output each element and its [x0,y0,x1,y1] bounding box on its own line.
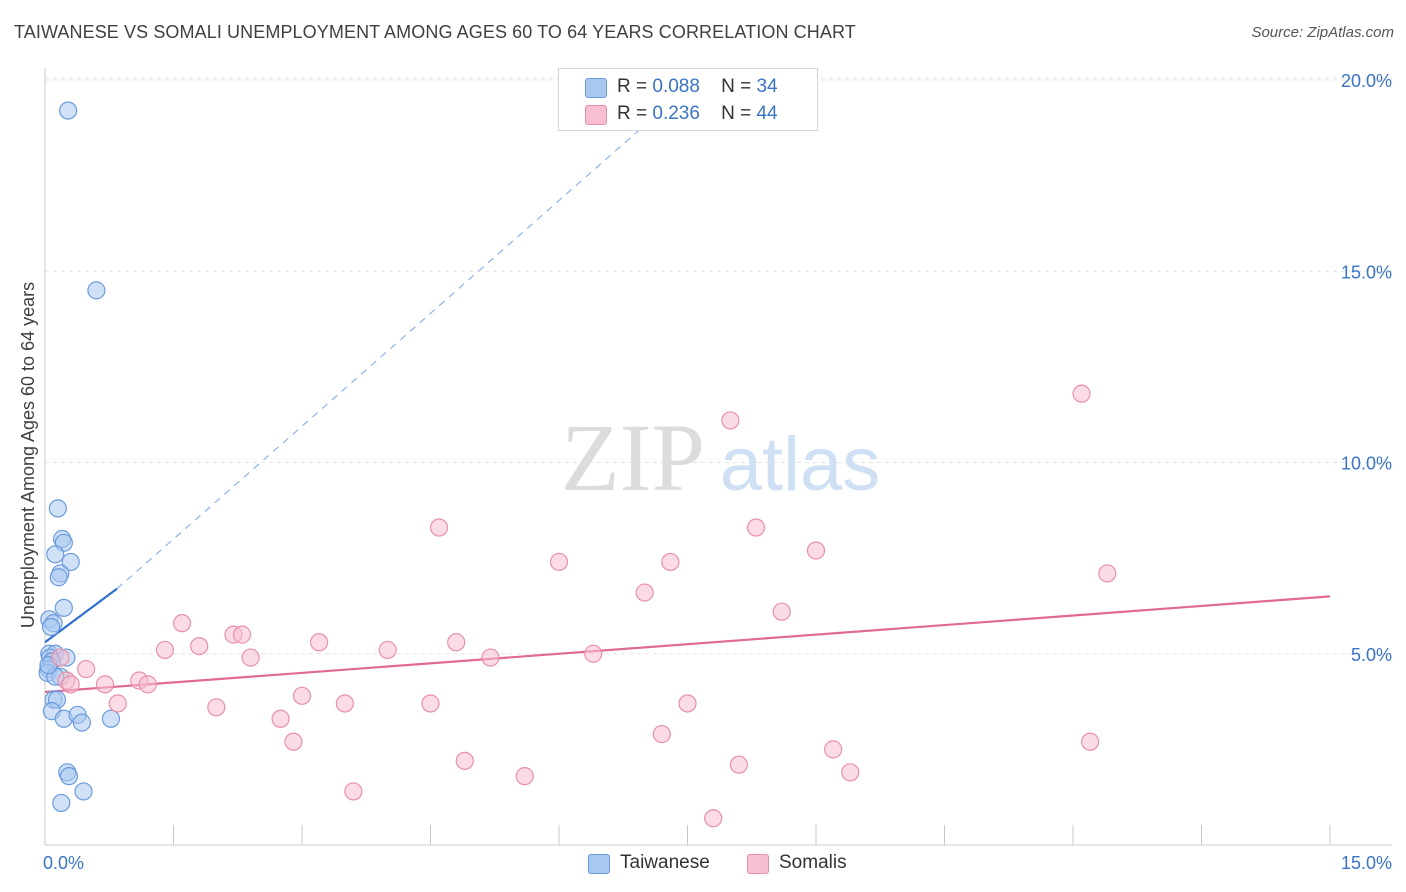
somalis-point [344,782,363,801]
somalis-point [61,675,80,694]
somalis-point [824,740,843,759]
x-tick-label: 0.0% [43,853,84,873]
somalis-label: Somalis [779,852,847,873]
somalis-point [421,694,440,713]
somalis-point [77,659,96,679]
taiwanese-point [46,545,65,564]
somalis-point [207,698,226,717]
somalis-point [310,633,329,652]
somalis-point [172,614,192,633]
y-tick-label: 10.0% [1341,454,1392,474]
somalis-point [841,763,860,782]
taiwanese-swatch [588,854,610,874]
y-tick-label: 20.0% [1341,71,1392,91]
somalis-point [584,644,603,663]
somalis-point [190,636,209,656]
somalis-point [138,675,157,694]
taiwanese-point [72,713,91,732]
y-tick-label: 5.0% [1351,645,1392,665]
somalis-point [284,732,303,751]
legend-n-value: 44 [756,103,778,124]
legend-r-value: 0.088 [652,76,700,97]
somalis-point [335,694,354,713]
taiwanese-point [74,782,93,801]
legend-r-label: R = [617,76,648,97]
taiwanese-point [59,101,78,120]
somalis-point [292,686,312,705]
taiwanese-point [49,568,68,587]
taiwanese-point [59,767,79,786]
somalis-point [232,625,252,644]
somalis-point [549,552,569,572]
taiwanese-point [48,499,67,518]
taiwanese-point [101,709,121,728]
legend-r-value: 0.236 [652,103,700,124]
somalis-point [429,518,449,537]
somalis-point [1098,564,1117,583]
somalis-point [271,709,290,728]
legend-r-label: R = [617,103,648,124]
taiwanese-point [41,617,61,637]
taiwanese-label: Taiwanese [620,852,710,873]
legend-n-value: 34 [756,76,778,97]
somalis-point [95,675,115,694]
y-tick-label: 15.0% [1341,262,1392,282]
somalis-point [515,767,534,786]
legend: R = 0.088 N = 34 R = 0.236 N = 44 [558,68,818,131]
somalis-point [661,552,680,572]
watermark-zip: ZIP [561,404,705,511]
somalis-point [378,640,397,660]
legend-n-label: N = [721,76,752,97]
data-points [38,101,1117,828]
somalis-point [721,411,740,430]
somalis-swatch [585,105,607,125]
somalis-point [806,541,826,560]
somalis-point [155,640,175,660]
taiwanese-point [54,598,73,617]
taiwanese-swatch [585,78,607,98]
y-axis-label: Unemployment Among Ages 60 to 64 years [18,282,38,628]
somalis-swatch [747,854,769,874]
somalis-trend-line [44,595,1331,694]
somalis-point [729,755,749,774]
somalis-point [1072,384,1091,403]
somalis-point [241,648,260,667]
somalis-point [108,694,127,713]
somalis-point [447,633,466,652]
chart-title: TAIWANESE VS SOMALI UNEMPLOYMENT AMONG A… [14,22,856,42]
trend-lines [44,87,1331,694]
somalis-point [635,583,654,602]
somalis-point [704,809,723,828]
somalis-point [455,751,474,770]
taiwanese-point [52,793,71,813]
watermark: ZIP atlas [561,404,880,511]
tick-labels: 5.0% 10.0% 15.0% 20.0% 0.0% 15.0% [43,71,1392,873]
somalis-point [678,694,697,713]
taiwanese-point [87,281,106,300]
somalis-point [772,602,791,621]
taiwanese-trend-extension [116,87,688,590]
somalis-point [51,648,70,667]
taiwanese-point [61,552,80,572]
axes [44,68,1392,846]
somalis-point [652,724,671,744]
somalis-point [481,648,500,667]
legend-n-label: N = [721,103,752,124]
somalis-point [1081,732,1100,751]
x-tick-label: 15.0% [1341,853,1392,873]
source-credit: Source: ZipAtlas.com [1251,24,1394,41]
somalis-point [746,518,766,537]
watermark-atlas: atlas [720,422,881,507]
gridlines [45,77,1392,655]
